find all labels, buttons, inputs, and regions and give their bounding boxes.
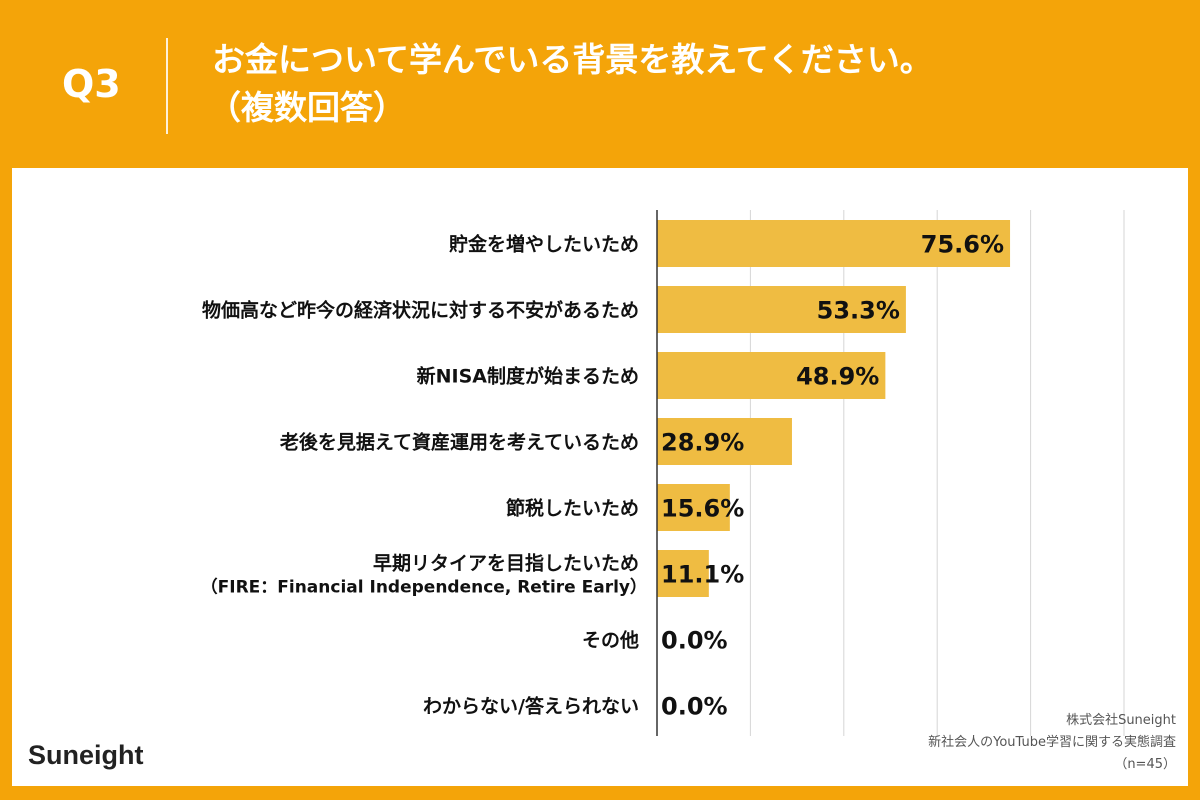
category-label: 新NISA制度が始まるため [417,365,639,388]
category-label: その他 [582,629,639,652]
category-label: わからない/答えられない [423,695,639,718]
value-label: 0.0% [661,693,728,721]
header: Q3 お金について学んでいる背景を教えてください。 （複数回答） [0,0,1200,168]
bar [657,550,709,597]
value-label: 75.6% [921,231,1004,259]
bar [657,220,1011,267]
question-title-line1: お金について学んでいる背景を教えてください。 [212,40,933,79]
bar-chart: 75.6% 貯金を増やしたいため 53.3% 物価高など昨今の経済状況に対する不安があ… [201,210,1125,736]
question-number: Q3 [62,62,121,106]
value-label: 48.9% [796,363,879,391]
value-label: 0.0% [661,627,728,655]
category-label: 貯金を増やしたいため [449,233,639,256]
value-label: 53.3% [817,297,900,325]
category-label: 早期リタイアを目指したいため [373,553,639,575]
value-label: 28.9% [661,429,744,457]
value-label: 15.6% [661,495,744,523]
bar [657,418,792,465]
footer-sample: （n=45） [1114,757,1176,772]
bar [657,286,906,333]
header-divider [166,38,168,134]
category-label: 物価高など昨今の経済状況に対する不安があるため [202,299,639,322]
brand-logo: Suneight [28,740,144,770]
question-title: お金について学んでいる背景を教えてください。 （複数回答） [208,36,933,132]
category-label-sub: （FIRE：Financial Independence, Retire Ear… [201,577,647,598]
question-title-line2: （複数回答） [208,88,406,127]
chart-panel: 75.6% 貯金を増やしたいため 53.3% 物価高など昨今の経済状況に対する不安があ… [12,168,1188,786]
footer-company: 株式会社Suneight [1066,713,1176,728]
footer-note: 株式会社Suneight 新社会人のYouTube学習に関する実態調査 （n=4… [928,710,1176,776]
category-label: 節税したいため [506,497,639,520]
bar [657,352,886,399]
bar [657,484,730,531]
footer-survey: 新社会人のYouTube学習に関する実態調査 [928,735,1176,750]
category-label: 老後を見据えて資産運用を考えているため [280,431,639,454]
value-label: 11.1% [661,561,744,589]
